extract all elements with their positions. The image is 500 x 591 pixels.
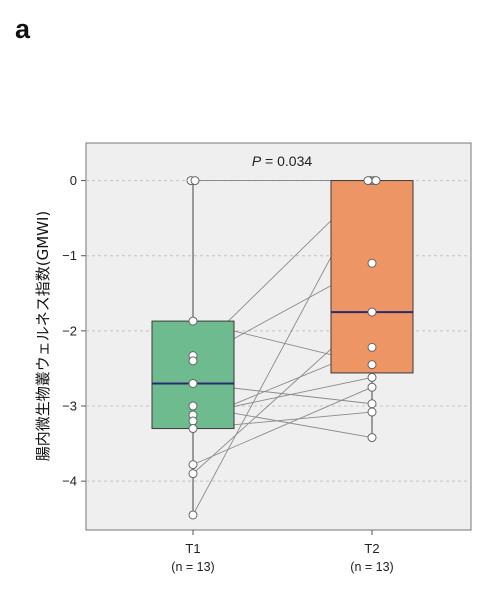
data-point [367, 399, 377, 409]
data-point [188, 378, 198, 388]
p-value-text: = 0.034 [261, 153, 312, 169]
y-tick-label: −1 [62, 248, 77, 263]
y-tick-label: −4 [62, 474, 77, 489]
data-point [188, 460, 198, 470]
data-point [367, 360, 377, 370]
box-t2 [330, 180, 414, 374]
p-value-symbol: P [252, 153, 262, 169]
data-point [188, 316, 198, 326]
data-point [188, 510, 198, 520]
pair-line [192, 386, 373, 466]
data-point [190, 176, 200, 186]
p-value-annotation: P = 0.034 [252, 153, 313, 169]
data-point [188, 416, 198, 426]
x-tick-label-t1: T1 [185, 541, 200, 556]
data-point [367, 372, 377, 382]
data-point [367, 342, 377, 352]
data-point [367, 307, 377, 317]
sample-size-label: (n = 13) [171, 560, 214, 574]
data-point [367, 382, 377, 392]
panel-label: a [15, 14, 31, 44]
data-points [186, 176, 381, 520]
y-tick-label: −2 [62, 323, 77, 338]
data-point [367, 433, 377, 443]
data-point [367, 258, 377, 268]
x-axis: T1 (n = 13) T2 (n = 13) [171, 530, 394, 574]
data-point [188, 356, 198, 366]
data-point [371, 176, 381, 186]
data-point [188, 424, 198, 434]
x-tick-label-t2: T2 [364, 541, 379, 556]
y-axis-ticks: 0 −1 −2 −3 −4 [62, 173, 86, 489]
y-tick-label: −3 [62, 399, 77, 414]
data-point [188, 401, 198, 411]
sample-size-label: (n = 13) [350, 560, 393, 574]
data-point [363, 176, 373, 186]
y-tick-label: 0 [70, 173, 77, 188]
data-point [188, 469, 198, 479]
boxes [151, 180, 414, 515]
y-axis-label: 腸内微生物叢ウェルネス指数(GMWI) [34, 211, 52, 462]
data-point [367, 407, 377, 417]
